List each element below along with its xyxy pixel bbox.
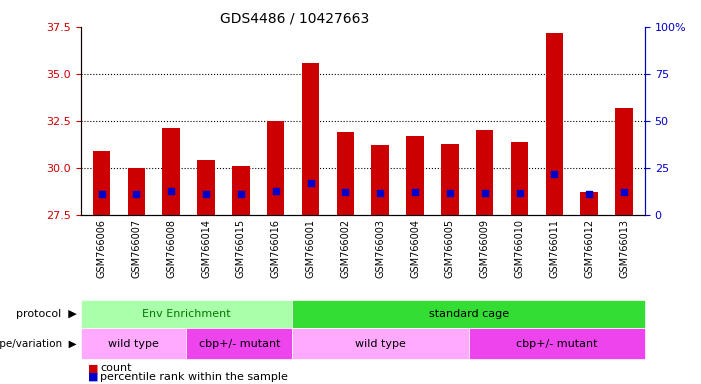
Point — [618, 189, 629, 195]
Point — [236, 191, 247, 197]
Text: GSM766005: GSM766005 — [445, 219, 455, 278]
Text: GSM766015: GSM766015 — [236, 219, 246, 278]
Text: GSM766012: GSM766012 — [584, 219, 594, 278]
Text: percentile rank within the sample: percentile rank within the sample — [100, 372, 288, 382]
Bar — [580, 192, 598, 215]
Text: Env Enrichment: Env Enrichment — [142, 309, 231, 319]
Bar — [511, 142, 529, 215]
Point — [305, 180, 316, 186]
Text: GSM766003: GSM766003 — [375, 219, 385, 278]
Text: wild type: wild type — [108, 339, 159, 349]
Text: GSM766009: GSM766009 — [479, 219, 490, 278]
Bar — [615, 108, 633, 215]
Text: GSM766006: GSM766006 — [97, 219, 107, 278]
Text: GSM766001: GSM766001 — [306, 219, 315, 278]
Text: wild type: wild type — [355, 339, 406, 349]
Bar — [267, 121, 285, 215]
Text: GSM766008: GSM766008 — [166, 219, 176, 278]
Bar — [128, 168, 145, 215]
Text: cbp+/- mutant: cbp+/- mutant — [198, 339, 280, 349]
Point — [409, 189, 421, 195]
Text: cbp+/- mutant: cbp+/- mutant — [516, 339, 597, 349]
Text: GSM766004: GSM766004 — [410, 219, 420, 278]
Bar — [372, 146, 389, 215]
Point — [374, 190, 386, 197]
Text: standard cage: standard cage — [428, 309, 509, 319]
Point — [583, 191, 594, 197]
Bar — [163, 129, 180, 215]
Point — [444, 190, 456, 197]
Text: GSM766010: GSM766010 — [515, 219, 524, 278]
Text: genotype/variation  ▶: genotype/variation ▶ — [0, 339, 77, 349]
Bar — [232, 166, 250, 215]
Text: ■: ■ — [88, 372, 98, 382]
Bar — [441, 144, 458, 215]
Bar — [302, 63, 319, 215]
Point — [340, 189, 351, 195]
Text: GSM766011: GSM766011 — [550, 219, 559, 278]
Bar — [545, 33, 563, 215]
Bar — [476, 130, 494, 215]
Bar — [407, 136, 423, 215]
Text: GSM766013: GSM766013 — [619, 219, 629, 278]
Text: GDS4486 / 10427663: GDS4486 / 10427663 — [220, 12, 369, 25]
Bar — [336, 132, 354, 215]
Point — [96, 191, 107, 197]
Bar — [197, 161, 215, 215]
Text: GSM766007: GSM766007 — [131, 219, 142, 278]
Text: protocol  ▶: protocol ▶ — [16, 309, 77, 319]
Point — [270, 187, 281, 194]
Text: GSM766002: GSM766002 — [341, 219, 350, 278]
Point — [200, 191, 212, 197]
Text: count: count — [100, 363, 132, 373]
Point — [549, 170, 560, 177]
Point — [479, 190, 490, 197]
Point — [165, 187, 177, 194]
Text: GSM766016: GSM766016 — [271, 219, 280, 278]
Text: GSM766014: GSM766014 — [201, 219, 211, 278]
Point — [514, 190, 525, 197]
Bar — [93, 151, 110, 215]
Point — [131, 191, 142, 197]
Text: ■: ■ — [88, 363, 98, 373]
